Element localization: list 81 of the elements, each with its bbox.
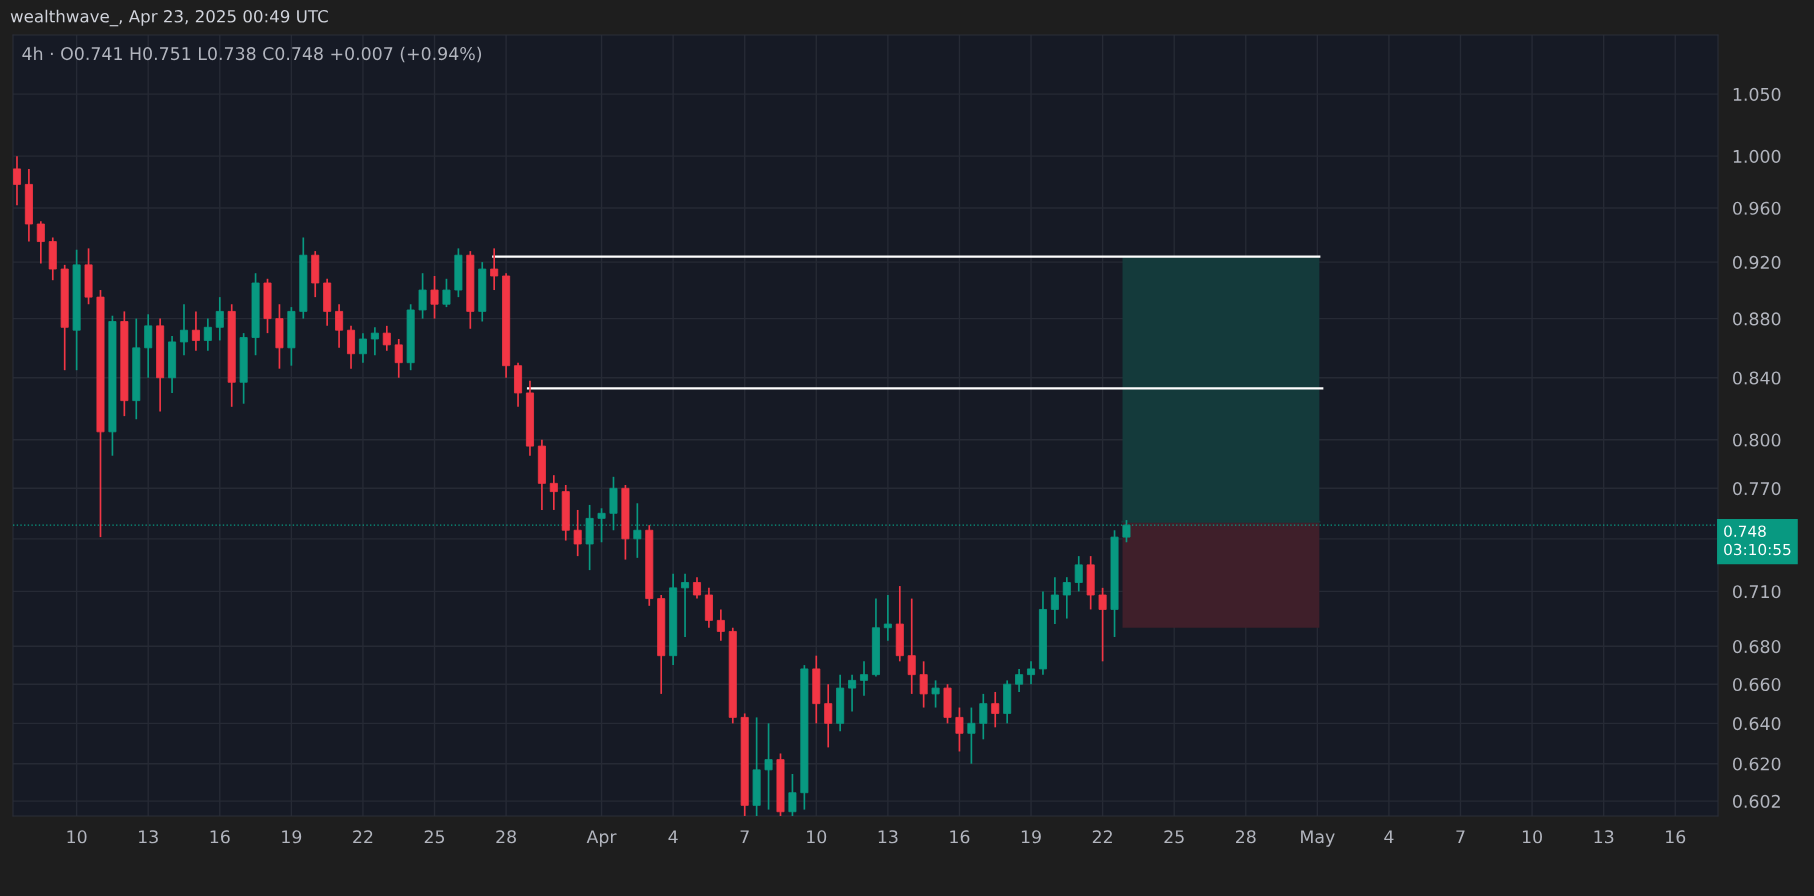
candlestick: [692, 576, 701, 600]
y-tick-label: 0.880: [1733, 312, 1781, 326]
candlestick: [382, 325, 391, 352]
candlestick: [1015, 668, 1024, 693]
candlestick: [931, 679, 940, 709]
x-tick-label: 22: [1092, 830, 1112, 844]
candlestick: [490, 247, 499, 291]
x-tick-label: 13: [878, 830, 898, 844]
x-tick-label: 10: [807, 830, 827, 844]
candlestick: [967, 706, 976, 765]
candlestick: [370, 326, 379, 357]
y-tick-label: 0.640: [1733, 717, 1781, 731]
candlestick: [907, 597, 916, 695]
y-tick-label: 0.840: [1733, 371, 1781, 385]
candlestick: [1027, 660, 1036, 686]
x-tick-label: 25: [1164, 830, 1184, 844]
candlestick: [358, 332, 367, 364]
text: 4h · O0.741 H0.751 L0.738 C0.748 +0.007 (+0.94%): [22, 46, 482, 63]
candlestick: [955, 706, 964, 753]
candlestick: [442, 277, 451, 308]
x-tick-label: 19: [282, 830, 302, 844]
candlestick: [335, 303, 344, 349]
candlestick: [788, 773, 797, 816]
candlestick: [430, 275, 439, 320]
x-tick-label: 7: [1456, 830, 1465, 844]
candlestick: [1050, 576, 1059, 625]
y-tick-label: 0.660: [1733, 677, 1781, 692]
candlestick: [919, 660, 928, 709]
candlestick: [764, 722, 773, 811]
x-tick-label: 10: [67, 830, 87, 844]
y-tick-label: 1.000: [1733, 149, 1781, 163]
candlestick: [394, 338, 403, 379]
y-tick-label: 0.960: [1733, 201, 1781, 215]
candlestick: [1062, 576, 1071, 620]
candlestick: [848, 673, 857, 713]
y-tick-label: 0.680: [1733, 640, 1781, 654]
x-tick-label: 16: [1666, 830, 1686, 844]
x-tick-label: Apr: [586, 830, 617, 847]
x-tick-label: 22: [353, 830, 373, 844]
candlestick: [573, 509, 582, 557]
y-tick-label: 1.050: [1733, 87, 1781, 101]
x-tick-label: May: [1301, 830, 1335, 847]
y-tick-label: 0.800: [1733, 433, 1781, 447]
y-tick-label: 0.770: [1733, 482, 1781, 496]
x-tick-label: 28: [496, 830, 516, 844]
x-tick-label: 13: [1594, 830, 1614, 844]
candlestick: [979, 693, 988, 741]
candlestick: [215, 296, 224, 342]
candlestick: [1098, 587, 1107, 663]
y-tick-label: 0.920: [1733, 255, 1781, 269]
x-tick-label: 4: [668, 830, 678, 844]
chart-subtitle: wealthwave_, Apr 23, 2025 00:49 UTC: [10, 9, 328, 27]
y-tick-label: 0.710: [1733, 585, 1781, 599]
candlestick: [347, 325, 356, 370]
x-tick-label: 7: [740, 830, 749, 844]
x-tick-label: 19: [1021, 830, 1041, 844]
x-tick-label: 25: [424, 830, 445, 844]
candlestick: [991, 691, 1000, 729]
candlestick: [36, 220, 45, 265]
candlestick: [13, 155, 21, 207]
candlestick: [824, 683, 833, 749]
candlestick: [191, 310, 200, 352]
x-tick-label: 16: [950, 830, 970, 844]
x-tick-label: 4: [1384, 830, 1394, 844]
x-tick-label: 10: [1522, 830, 1542, 844]
candlestick: [144, 313, 153, 379]
candlestick: [1074, 555, 1083, 593]
candlestick: [549, 474, 558, 511]
candlestick: [681, 572, 690, 638]
x-tick-label: 16: [210, 830, 230, 844]
y-tick-label: 0.602: [1733, 794, 1780, 808]
ref-line-label: 0.748 03:10:55: [1724, 525, 1791, 556]
candlestick: [883, 594, 892, 642]
candlestick: [860, 660, 869, 697]
x-tick-label: 28: [1236, 830, 1256, 844]
candlestick: [716, 608, 725, 642]
x-tick-label: 13: [139, 830, 158, 844]
y-tick-label: 0.620: [1733, 757, 1781, 771]
candlestick: [180, 303, 188, 357]
candlestick: [418, 272, 427, 320]
candlestick: [203, 317, 212, 352]
